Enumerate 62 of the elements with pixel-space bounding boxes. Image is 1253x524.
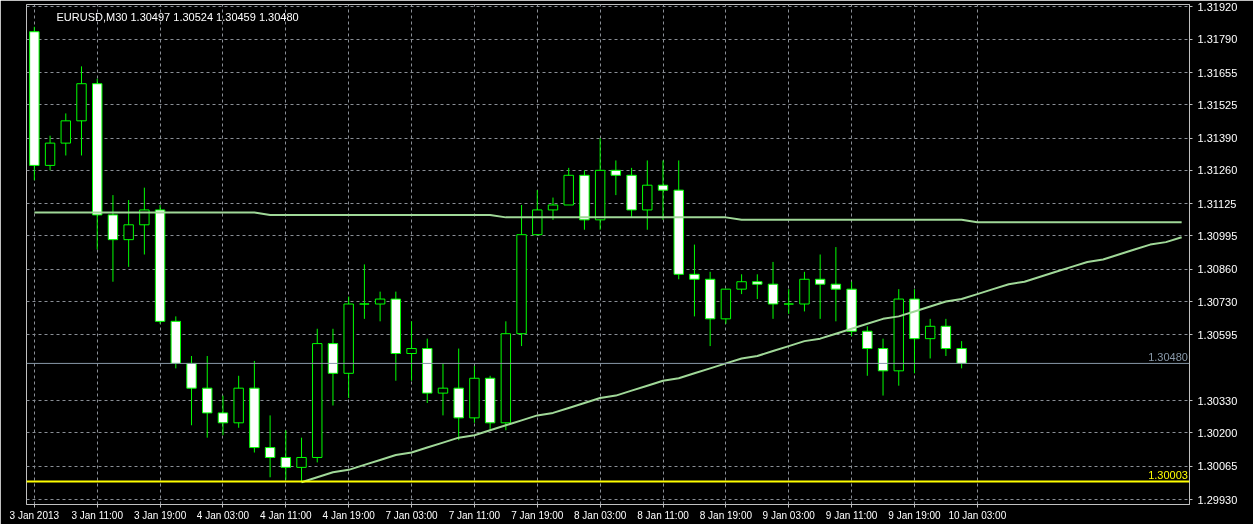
- y-tick-label: 1.31790: [1197, 33, 1238, 46]
- candlestick: [956, 340, 967, 369]
- candlestick: [767, 261, 779, 320]
- x-tick-label: 3 Jan 19:00: [133, 509, 187, 521]
- ref-line-label: 1.30480: [1148, 351, 1188, 364]
- x-tick-label: 3 Jan 2013: [9, 509, 60, 521]
- x-tick-label: 4 Jan 03:00: [196, 509, 250, 521]
- x-tick-label: 8 Jan 19:00: [699, 509, 753, 521]
- candlestick: [940, 318, 952, 357]
- x-tick-label: 7 Jan 19:00: [511, 509, 564, 521]
- y-tick-label: 1.30730: [1197, 295, 1238, 308]
- candlestick: [783, 288, 794, 315]
- x-tick-label: 3 Jan 11:00: [71, 509, 124, 521]
- x-tick-label: 10 Jan 03:00: [948, 509, 1007, 521]
- candlestick: [44, 135, 56, 171]
- x-tick-label: 8 Jan 11:00: [637, 509, 690, 521]
- candlestick: [814, 254, 826, 320]
- candlestick: [437, 362, 449, 416]
- y-tick-label: 1.31525: [1197, 98, 1238, 111]
- text: EURUSD,M30 1.30497 1.30524 1.30459 1.30480: [56, 10, 299, 23]
- x-tick-label: 8 Jan 03:00: [574, 509, 627, 521]
- y-tick-label: 1.30065: [1197, 460, 1238, 473]
- candlestick: [830, 246, 842, 322]
- y-tick-label: 1.30200: [1197, 426, 1238, 439]
- candlestick: [280, 429, 292, 481]
- candlestick: [139, 187, 150, 255]
- candlestick: [689, 244, 700, 317]
- y-tick-label: 1.31655: [1197, 66, 1238, 79]
- candlestick: [406, 320, 417, 382]
- candlestick: [862, 325, 873, 377]
- candlestick: [217, 395, 229, 436]
- candlestick: [359, 263, 370, 320]
- y-tick-label: 1.31920: [1197, 0, 1238, 13]
- y-tick-label: 1.30330: [1197, 394, 1238, 407]
- x-tick-label: 7 Jan 11:00: [448, 509, 501, 521]
- candlestick: [736, 273, 747, 295]
- x-tick-label: 4 Jan 11:00: [260, 509, 313, 521]
- y-tick-label: 1.31260: [1197, 164, 1238, 177]
- x-tick-label: 9 Jan 11:00: [825, 509, 878, 521]
- x-tick-label: 9 Jan 19:00: [888, 509, 942, 521]
- x-tick-label: 9 Jan 03:00: [762, 509, 816, 521]
- y-tick-label: 1.30595: [1197, 328, 1238, 341]
- line-series: [33, 211, 1183, 224]
- candlestick: [60, 112, 72, 156]
- y-tick-label: 1.30995: [1197, 229, 1238, 242]
- x-tick-label: 7 Jan 03:00: [385, 509, 439, 521]
- candlestick: [657, 159, 669, 221]
- candlestick: [924, 318, 936, 359]
- y-tick-label: 1.29930: [1197, 493, 1238, 506]
- candlestick: [752, 273, 763, 300]
- candlestick: [547, 197, 559, 221]
- x-tick-label: 4 Jan 19:00: [322, 509, 376, 521]
- ref-line-label: 1.30003: [1148, 469, 1188, 482]
- candlestick: [123, 199, 134, 268]
- candlestick: [610, 159, 622, 196]
- y-tick-label: 1.31390: [1197, 132, 1238, 145]
- y-tick-label: 1.30860: [1197, 263, 1238, 276]
- candlestick: [264, 414, 276, 478]
- y-tick-label: 1.31125: [1197, 197, 1237, 210]
- candlestick: [877, 338, 889, 397]
- candlestick: [374, 291, 386, 322]
- candlestick: [296, 437, 307, 483]
